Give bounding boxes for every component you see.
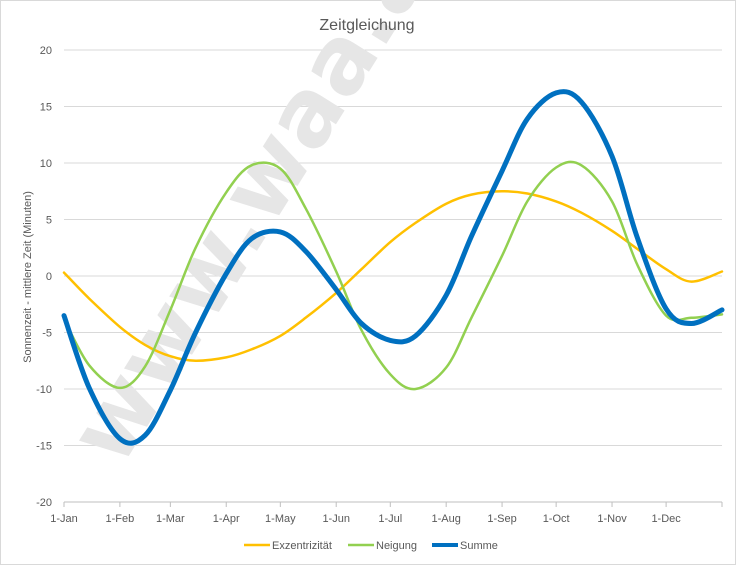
- x-tick-label: 1-May: [265, 513, 296, 525]
- x-tick-label: 1-Feb: [106, 513, 135, 525]
- series-line-exzentrizit-t: [62, 190, 724, 363]
- series-line-summe: [61, 89, 725, 446]
- y-axis-label: Sonnenzeit - mittlere Zeit (Minuten): [22, 191, 34, 363]
- x-tick-label: 1-Mar: [156, 513, 185, 525]
- y-tick-label: -10: [36, 384, 52, 396]
- y-tick-label: -15: [36, 441, 52, 453]
- x-tick-label: 1-Nov: [597, 513, 627, 525]
- axes: 20 15 10 5 0 -5 -10 -15 -20 1-Jan 1-Feb 1-Mar 1-Apr 1…: [36, 45, 723, 525]
- x-tick-label: 1-Jul: [378, 513, 402, 525]
- watermark-text: www.waa.at: [48, 0, 475, 482]
- legend-label-exzentrizit-t: Exzentrizität: [272, 540, 332, 552]
- series-line-neigung: [62, 160, 724, 391]
- y-tick-label: 20: [40, 45, 52, 57]
- series-lines: [61, 89, 725, 446]
- y-tick-label: 15: [40, 102, 52, 114]
- x-tick-label: 1-Dec: [651, 513, 681, 525]
- legend-label-neigung: Neigung: [376, 540, 417, 552]
- y-tick-label: -5: [42, 328, 52, 340]
- x-tick-label: 1-Jan: [50, 513, 78, 525]
- legend: Exzentrizität Neigung Summe: [244, 540, 498, 552]
- chart-title: Zeitgleichung: [319, 17, 414, 34]
- x-tick-label: 1-Sep: [487, 513, 516, 525]
- x-tick-label: 1-Jun: [322, 513, 350, 525]
- y-tick-label: 10: [40, 158, 52, 170]
- x-tick-label: 1-Oct: [543, 513, 570, 525]
- y-tick-label: 5: [46, 215, 52, 227]
- legend-label-summe: Summe: [460, 540, 498, 552]
- x-tick-label: 1-Aug: [432, 513, 461, 525]
- y-tick-label: 0: [46, 271, 52, 283]
- x-tick-label: 1-Apr: [213, 513, 240, 525]
- y-tick-label: -20: [36, 497, 52, 509]
